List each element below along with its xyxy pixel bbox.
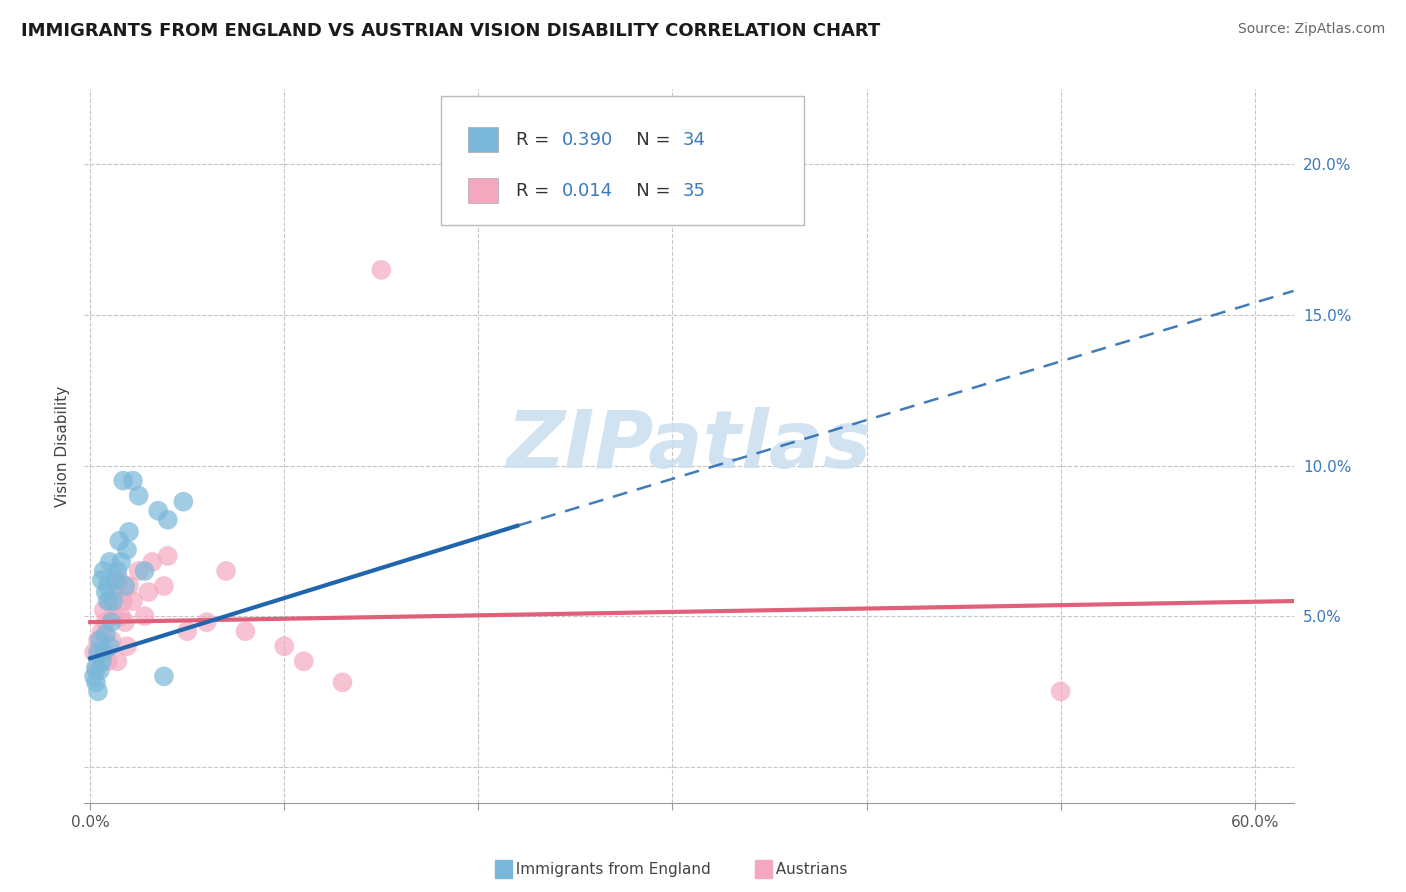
Point xyxy=(103,594,125,608)
Point xyxy=(83,669,105,683)
Point xyxy=(172,494,194,508)
Point xyxy=(90,654,112,668)
Point xyxy=(100,615,122,629)
Point xyxy=(98,639,121,653)
Point xyxy=(114,579,136,593)
Point xyxy=(97,654,120,668)
Point xyxy=(215,564,238,578)
Point xyxy=(98,594,121,608)
Point xyxy=(273,639,295,653)
Point xyxy=(87,645,110,659)
Point xyxy=(84,675,107,690)
Text: 0.014: 0.014 xyxy=(562,182,613,200)
Point xyxy=(1049,684,1071,698)
Text: ZIPatlas: ZIPatlas xyxy=(506,407,872,485)
Point xyxy=(122,594,145,608)
Point xyxy=(89,645,111,659)
Point xyxy=(83,645,105,659)
Point xyxy=(94,627,117,641)
Point xyxy=(332,675,354,690)
Text: IMMIGRANTS FROM ENGLAND VS AUSTRIAN VISION DISABILITY CORRELATION CHART: IMMIGRANTS FROM ENGLAND VS AUSTRIAN VISI… xyxy=(21,22,880,40)
FancyBboxPatch shape xyxy=(441,96,804,225)
Point xyxy=(104,585,127,599)
FancyBboxPatch shape xyxy=(468,178,498,203)
Point xyxy=(84,663,107,677)
Text: Immigrants from England: Immigrants from England xyxy=(506,863,711,877)
Point xyxy=(87,633,110,648)
Text: 34: 34 xyxy=(683,131,706,149)
Text: N =: N = xyxy=(619,182,676,200)
Point xyxy=(110,555,132,569)
Point xyxy=(122,474,145,488)
Point xyxy=(89,633,111,648)
Point xyxy=(87,684,110,698)
Point xyxy=(156,549,179,563)
Point xyxy=(93,564,115,578)
Point xyxy=(128,489,150,503)
Point xyxy=(235,624,257,639)
Point xyxy=(118,579,141,593)
Text: 35: 35 xyxy=(683,182,706,200)
Point xyxy=(84,660,107,674)
Point xyxy=(93,645,115,659)
Point xyxy=(104,573,127,587)
Point xyxy=(114,615,136,629)
Point xyxy=(115,542,138,557)
Point xyxy=(93,603,115,617)
Point xyxy=(94,615,117,629)
Text: R =: R = xyxy=(516,182,555,200)
Point xyxy=(195,615,218,629)
Point xyxy=(112,474,135,488)
Point xyxy=(156,513,179,527)
Point xyxy=(94,585,117,599)
Point xyxy=(141,555,163,569)
Point xyxy=(153,669,176,683)
Point xyxy=(100,633,122,648)
Point xyxy=(118,524,141,539)
Point xyxy=(110,609,132,624)
FancyBboxPatch shape xyxy=(468,127,498,152)
Text: N =: N = xyxy=(619,131,676,149)
Point xyxy=(98,555,121,569)
Point xyxy=(105,564,128,578)
Point xyxy=(112,594,135,608)
Point xyxy=(97,594,120,608)
Point xyxy=(153,579,176,593)
Text: 0.390: 0.390 xyxy=(562,131,613,149)
Text: R =: R = xyxy=(516,131,555,149)
Point xyxy=(134,564,156,578)
Point xyxy=(90,624,112,639)
Text: Austrians: Austrians xyxy=(766,863,848,877)
Point xyxy=(90,573,112,587)
Point xyxy=(115,639,138,653)
Text: Source: ZipAtlas.com: Source: ZipAtlas.com xyxy=(1237,22,1385,37)
Point xyxy=(146,504,169,518)
Point xyxy=(176,624,198,639)
Point xyxy=(97,579,120,593)
Point xyxy=(134,609,156,624)
Point xyxy=(103,609,125,624)
Point xyxy=(108,533,131,548)
Point xyxy=(292,654,315,668)
Y-axis label: Vision Disability: Vision Disability xyxy=(55,385,70,507)
Point xyxy=(89,663,111,677)
Point xyxy=(370,263,392,277)
Point xyxy=(108,573,131,587)
Point xyxy=(105,654,128,668)
Point xyxy=(138,585,160,599)
Point xyxy=(128,564,150,578)
